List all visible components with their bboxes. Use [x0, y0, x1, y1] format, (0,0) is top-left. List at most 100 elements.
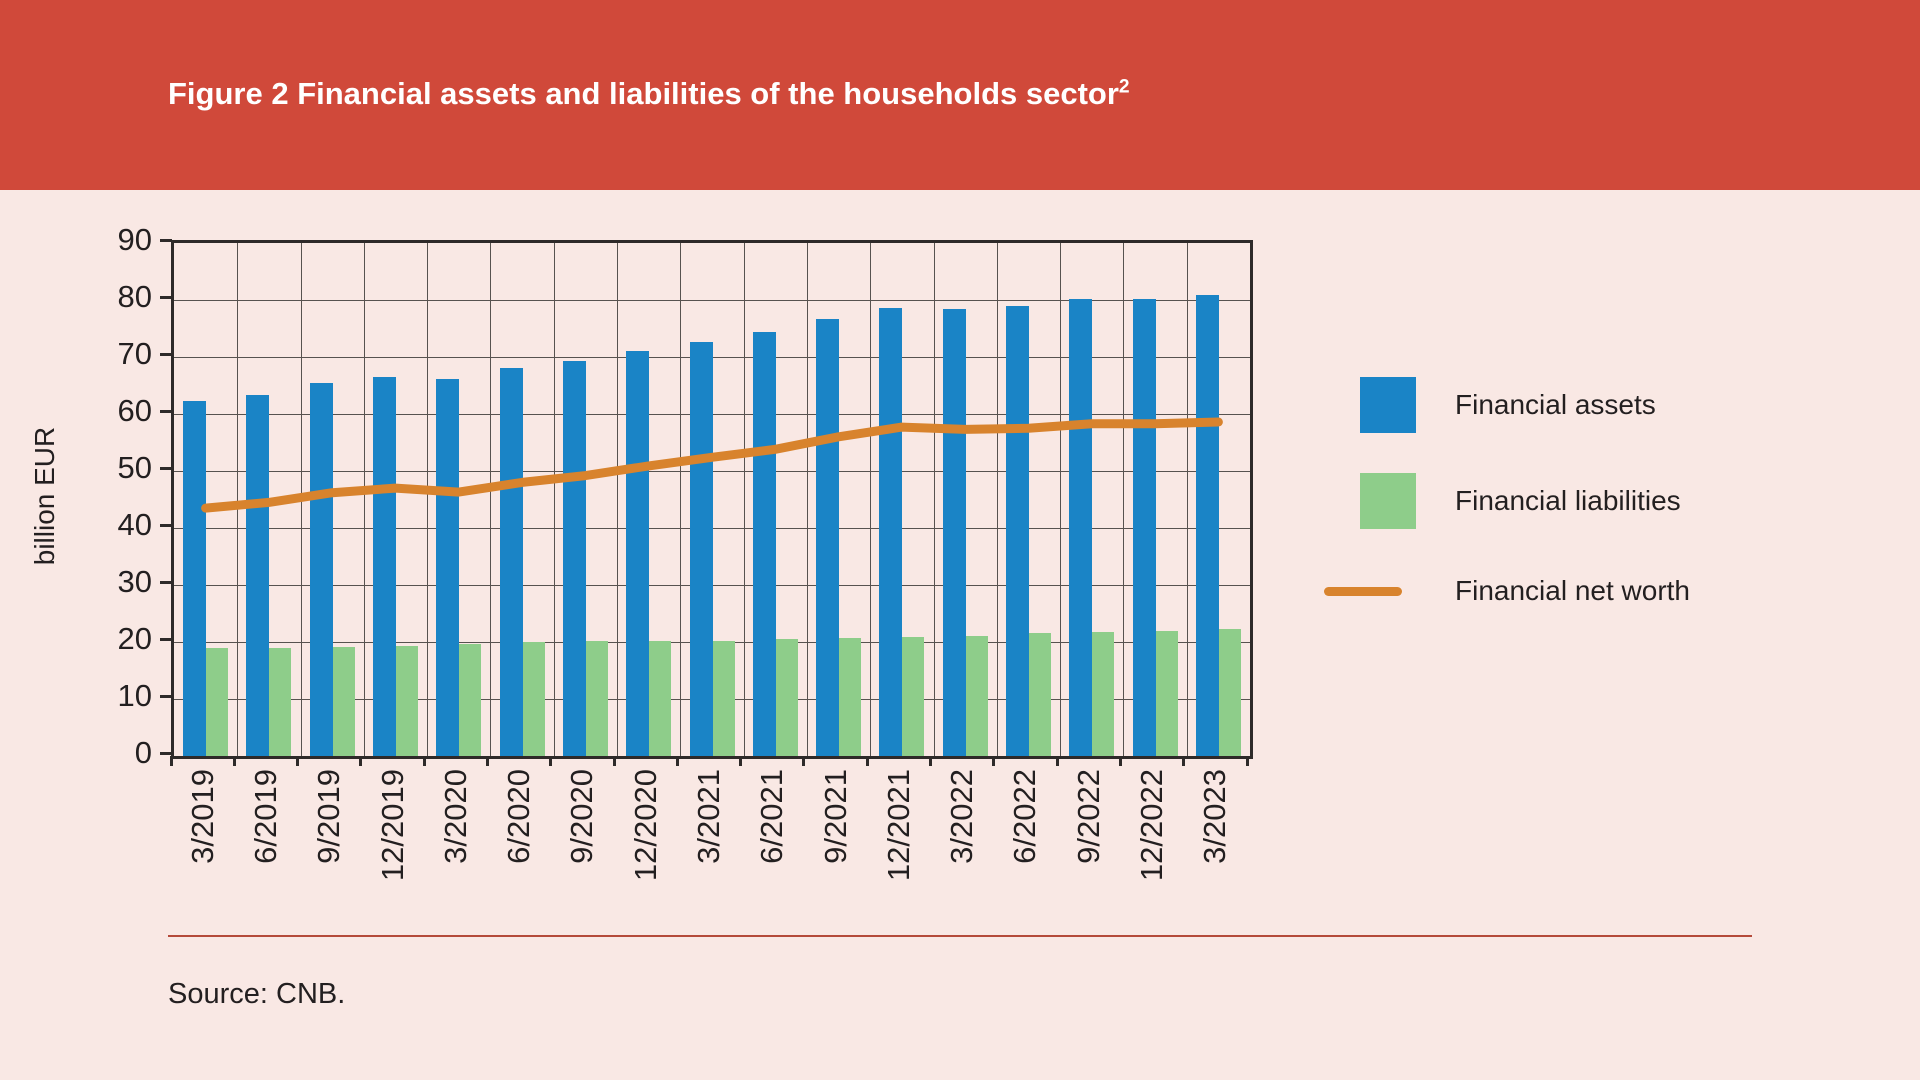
liabilities-bar-3/2022	[965, 636, 988, 756]
vertical-gridline	[996, 243, 998, 756]
y-tick-mark	[160, 295, 172, 299]
x-tick-mark	[929, 756, 933, 766]
x-tick-mark	[802, 756, 806, 766]
x-tick-mark	[675, 756, 679, 766]
assets-bar-6/2022	[1006, 305, 1029, 756]
assets-bar-9/2022	[1069, 298, 1093, 756]
x-tick-label-6/2021: 6/2021	[754, 769, 790, 864]
y-tick-label-30: 30	[117, 564, 152, 599]
y-tick-mark	[160, 238, 172, 242]
y-tick-mark	[160, 466, 172, 470]
horizontal-gridline	[174, 300, 1250, 301]
x-tick-mark	[1245, 756, 1249, 766]
liabilities-bar-12/2022	[1155, 631, 1178, 756]
bar-group-3/2019	[174, 243, 237, 756]
x-tick-mark	[422, 756, 426, 766]
x-tick-label-9/2020: 9/2020	[564, 769, 600, 864]
vertical-gridline	[490, 243, 492, 756]
x-tick-mark	[992, 756, 996, 766]
liabilities-bar-9/2019	[332, 646, 355, 756]
vertical-gridline	[1123, 243, 1125, 756]
x-tick-mark	[232, 756, 236, 766]
bar-group-12/2022	[1123, 243, 1186, 756]
assets-bar-3/2020	[436, 379, 460, 756]
x-tick-label-12/2022: 12/2022	[1134, 769, 1170, 882]
assets-bar-6/2020	[499, 368, 523, 756]
legend-item-financial-net-worth: Financial net worth	[1324, 575, 1690, 607]
vertical-gridline	[363, 243, 365, 756]
vertical-gridline	[933, 243, 935, 756]
bar-group-6/2020	[490, 243, 553, 756]
assets-bar-6/2021	[752, 331, 776, 756]
x-tick-label-12/2019: 12/2019	[374, 769, 410, 882]
y-tick-label-70: 70	[117, 336, 152, 371]
liabilities-bar-9/2020	[585, 641, 608, 756]
x-tick-mark	[1182, 756, 1186, 766]
legend-label-assets: Financial assets	[1455, 389, 1656, 420]
liabilities-bar-6/2022	[1029, 632, 1051, 756]
vertical-gridline	[427, 243, 429, 756]
assets-bar-9/2021	[816, 318, 840, 756]
x-tick-mark	[485, 756, 489, 766]
source-note: Source: CNB.	[168, 978, 346, 1010]
x-tick-label-3/2019: 3/2019	[184, 769, 220, 864]
liabilities-bar-6/2020	[522, 642, 545, 756]
x-tick-label-6/2019: 6/2019	[247, 769, 283, 864]
bar-group-6/2019	[237, 243, 300, 756]
figure-title: Figure 2 Financial assets and liabilitie…	[168, 76, 1130, 112]
y-tick-mark	[160, 409, 172, 413]
bar-group-3/2021	[680, 243, 743, 756]
assets-bar-3/2021	[689, 342, 713, 756]
y-tick-mark	[160, 637, 172, 641]
y-axis-title: billion EUR	[29, 426, 60, 566]
assets-bar-3/2023	[1195, 295, 1219, 756]
y-tick-mark	[160, 580, 172, 584]
vertical-gridline	[553, 243, 555, 756]
y-tick-label-90: 90	[117, 222, 152, 257]
assets-bar-12/2019	[373, 376, 397, 756]
assets-bar-12/2021	[879, 307, 903, 756]
y-tick-label-20: 20	[117, 621, 152, 656]
vertical-gridline	[1186, 243, 1188, 756]
assets-bar-3/2019	[183, 401, 207, 756]
y-tick-label-0: 0	[134, 735, 152, 770]
x-tick-label-6/2022: 6/2022	[1007, 769, 1043, 864]
bar-group-6/2022	[997, 243, 1060, 756]
liabilities-swatch	[1360, 473, 1416, 529]
legend-item-financial-assets: Financial assets	[1324, 377, 1656, 433]
x-tick-mark	[359, 756, 363, 766]
liabilities-bar-9/2021	[839, 638, 862, 756]
liabilities-bar-3/2019	[206, 647, 229, 756]
x-tick-mark	[739, 756, 743, 766]
vertical-gridline	[1060, 243, 1062, 756]
y-tick-label-10: 10	[117, 678, 152, 713]
assets-bar-6/2019	[246, 394, 270, 756]
x-tick-mark	[549, 756, 553, 766]
liabilities-bar-12/2021	[902, 636, 925, 756]
chart-figure: billion EUR 90 80 70 60 50 40 30 20 10 0 3/2019 6/…	[0, 190, 1920, 1080]
bar-group-12/2020	[617, 243, 680, 756]
liabilities-bar-6/2019	[269, 647, 292, 756]
vertical-gridline	[617, 243, 619, 756]
bar-group-6/2021	[744, 243, 807, 756]
bar-group-3/2022	[934, 243, 997, 756]
y-tick-label-80: 80	[117, 279, 152, 314]
x-tick-mark	[612, 756, 616, 766]
vertical-gridline	[680, 243, 682, 756]
bar-group-9/2019	[301, 243, 364, 756]
x-tick-label-12/2021: 12/2021	[880, 769, 916, 882]
y-tick-mark	[160, 751, 172, 755]
legend-label-liabilities: Financial liabilities	[1455, 485, 1681, 516]
assets-swatch	[1360, 377, 1416, 433]
bar-group-3/2023	[1187, 243, 1250, 756]
assets-bar-3/2022	[942, 309, 966, 756]
networth-swatch	[1324, 586, 1402, 596]
vertical-gridline	[806, 243, 808, 756]
legend-label-networth: Financial net worth	[1455, 575, 1691, 606]
x-tick-mark	[1055, 756, 1059, 766]
y-tick-mark	[160, 523, 172, 527]
y-tick-label-50: 50	[117, 450, 152, 485]
x-tick-label-12/2020: 12/2020	[627, 769, 663, 882]
x-tick-label-9/2022: 9/2022	[1070, 769, 1106, 864]
liabilities-bar-9/2022	[1092, 631, 1115, 756]
